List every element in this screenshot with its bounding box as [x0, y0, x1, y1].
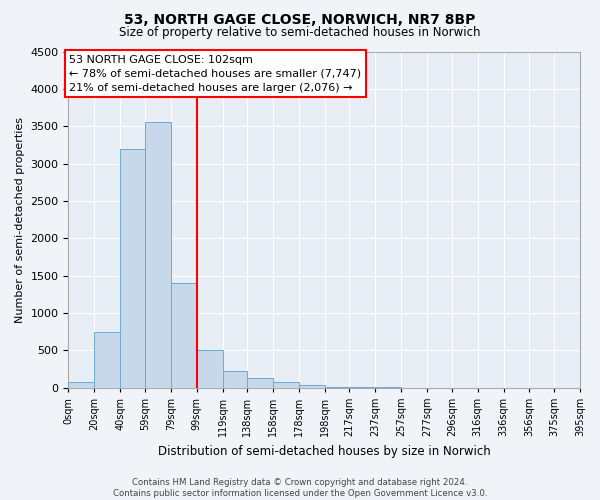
Bar [94, 332, 120, 388]
Bar [68, 382, 94, 388]
Bar [145, 122, 171, 388]
Bar [223, 371, 247, 388]
Bar [197, 350, 223, 388]
Bar [299, 386, 325, 388]
Text: 53 NORTH GAGE CLOSE: 102sqm
← 78% of semi-detached houses are smaller (7,747)
21: 53 NORTH GAGE CLOSE: 102sqm ← 78% of sem… [69, 55, 361, 93]
Text: Size of property relative to semi-detached houses in Norwich: Size of property relative to semi-detach… [119, 26, 481, 39]
Y-axis label: Number of semi-detached properties: Number of semi-detached properties [15, 116, 25, 322]
Bar [247, 378, 273, 388]
Bar [273, 382, 299, 388]
Bar [171, 283, 197, 388]
Bar [120, 148, 145, 388]
Text: Contains HM Land Registry data © Crown copyright and database right 2024.
Contai: Contains HM Land Registry data © Crown c… [113, 478, 487, 498]
X-axis label: Distribution of semi-detached houses by size in Norwich: Distribution of semi-detached houses by … [158, 444, 491, 458]
Text: 53, NORTH GAGE CLOSE, NORWICH, NR7 8BP: 53, NORTH GAGE CLOSE, NORWICH, NR7 8BP [124, 12, 476, 26]
Bar [325, 387, 349, 388]
